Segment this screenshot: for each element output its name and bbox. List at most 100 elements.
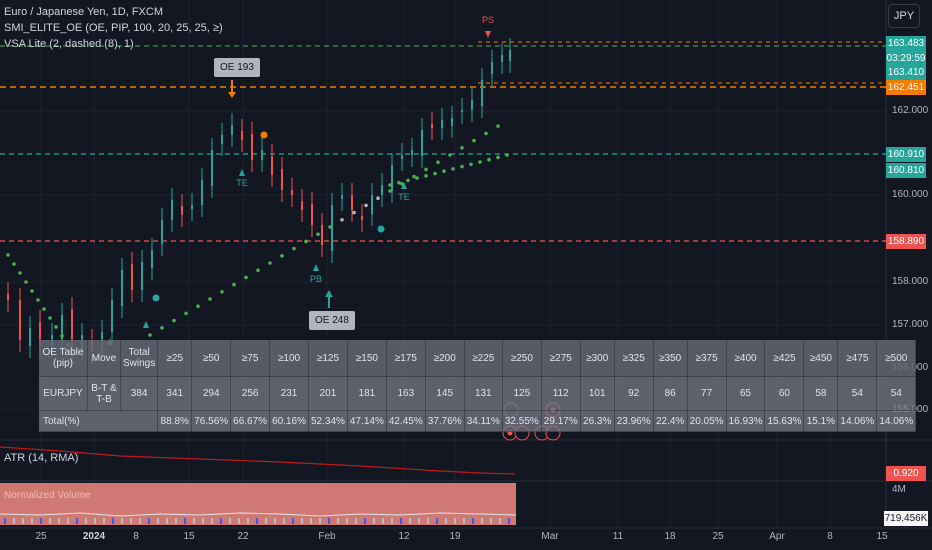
support-dot xyxy=(496,155,500,160)
volume-bar xyxy=(328,518,330,524)
oe-table-header-cell: ≥25 xyxy=(157,339,193,377)
oe-table-cell: 101 xyxy=(579,376,615,411)
volume-bar xyxy=(445,518,447,524)
candle-body xyxy=(29,328,31,346)
oe-table-cell: 66.67% xyxy=(230,410,271,432)
volume-bar xyxy=(454,518,456,524)
oe-table-header-cell: ≥300 xyxy=(579,339,615,377)
candle-body xyxy=(431,124,433,128)
candle-body xyxy=(301,201,303,210)
support-dot xyxy=(148,333,152,337)
volume-bar xyxy=(481,518,483,524)
support-dot xyxy=(232,282,236,287)
support-dot xyxy=(24,280,28,284)
volume-bar xyxy=(202,518,204,524)
candle-body xyxy=(241,131,243,140)
price-tag-orange: 162.451 xyxy=(886,80,926,95)
ps-arrow xyxy=(485,31,491,38)
support-dot xyxy=(376,196,380,200)
volume-bar xyxy=(211,518,213,524)
volume-bar xyxy=(490,518,492,524)
x-tick: 11 xyxy=(612,531,624,542)
volume-scale-label: 4M xyxy=(892,484,906,495)
smi-indicator-legend[interactable]: SMI_ELITE_OE (OE, PIP, 100, 20, 25, 25, … xyxy=(4,22,223,34)
candle-body xyxy=(371,195,373,214)
candle-body xyxy=(161,220,163,244)
support-dot xyxy=(30,289,34,293)
oe-table-cell: 14.06% xyxy=(837,410,878,432)
support-dot xyxy=(448,153,452,157)
oe248-callout[interactable]: OE 248 xyxy=(309,311,355,330)
candle-body xyxy=(121,270,123,306)
support-dot xyxy=(304,239,308,244)
support-dot xyxy=(388,183,392,187)
candle-body xyxy=(19,300,21,340)
volume-bar xyxy=(229,518,231,524)
candle-body xyxy=(341,195,343,199)
volume-bar xyxy=(499,518,501,524)
oe-table-cell: 42.45% xyxy=(385,410,426,432)
support-dot xyxy=(60,334,64,338)
volume-bar xyxy=(4,518,6,524)
volume-bar xyxy=(409,518,411,524)
oe-table-cell: Total(%) xyxy=(37,410,159,432)
oe-table-cell: B-T & T-B xyxy=(87,376,121,411)
oe193-callout[interactable]: OE 193 xyxy=(214,58,260,77)
chart-title: Euro / Japanese Yen, 1D, FXCM xyxy=(4,6,163,18)
oe-table-cell: 77 xyxy=(686,376,727,411)
support-dot xyxy=(196,304,200,309)
candle-body xyxy=(401,155,403,159)
x-tick: Feb xyxy=(318,531,336,542)
currency-button[interactable]: JPY xyxy=(888,4,920,28)
oe-table-cell: 112 xyxy=(540,376,581,411)
candle-body xyxy=(441,120,443,128)
volume-indicator-legend[interactable]: Normalized Volume xyxy=(4,490,91,501)
support-dot xyxy=(478,160,482,164)
oe-table-header-cell: ≥500 xyxy=(876,339,917,377)
support-dot xyxy=(496,124,500,128)
candle-body xyxy=(501,55,503,62)
support-dot xyxy=(184,311,188,316)
x-tick: Apr xyxy=(769,531,785,542)
oe-table-cell: 34.11% xyxy=(463,410,503,432)
volume-bar xyxy=(40,518,42,524)
support-dot xyxy=(436,160,440,164)
volume-bar xyxy=(103,518,105,524)
te-label-2: TE xyxy=(398,192,410,202)
volume-bar xyxy=(256,518,258,524)
volume-bar xyxy=(283,518,285,524)
atr-indicator-legend[interactable]: ATR (14, RMA) xyxy=(4,452,79,464)
x-tick: 25 xyxy=(712,531,724,542)
support-dot xyxy=(42,307,46,311)
volume-bar xyxy=(310,518,312,524)
volume-bar xyxy=(382,518,384,524)
x-tick: 25 xyxy=(35,531,47,542)
support-dot xyxy=(220,290,224,294)
oe-table-header-cell: ≥75 xyxy=(230,339,271,377)
y-tick: 158.000 xyxy=(892,276,929,287)
volume-bar xyxy=(427,518,429,524)
oe-table-cell: 294 xyxy=(191,376,232,411)
atr-value-tag: 0.920 xyxy=(886,466,926,481)
volume-bar xyxy=(193,518,195,524)
vsa-indicator-legend[interactable]: VSA Lite (2, dashed (8), 1) xyxy=(4,38,134,50)
support-dot xyxy=(244,275,248,280)
te-arrow xyxy=(239,169,245,176)
pb-label: PB xyxy=(309,274,323,284)
volume-bar xyxy=(148,518,150,524)
support-dot xyxy=(424,174,428,178)
support-dot xyxy=(160,326,164,330)
x-tick: 2024 xyxy=(82,531,106,542)
oe248-arrowhead xyxy=(325,290,333,297)
volume-bar xyxy=(355,518,357,524)
oe-table-cell: 47.14% xyxy=(346,410,387,432)
volume-value-tag: 719.456K xyxy=(884,511,928,526)
volume-bar xyxy=(94,518,96,524)
volume-bar xyxy=(292,518,294,524)
price-tag-high: 163.483 xyxy=(886,36,926,51)
volume-bar xyxy=(436,518,438,524)
oe-table-cell: 23.96% xyxy=(613,410,654,432)
support-dot xyxy=(412,174,416,179)
y-tick: 160.000 xyxy=(892,189,929,200)
